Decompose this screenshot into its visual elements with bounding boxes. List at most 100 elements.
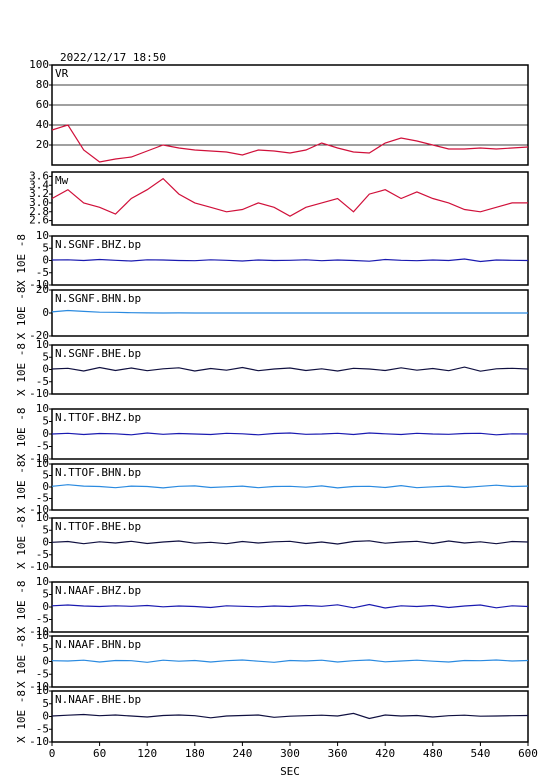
- x-tick-label: 600: [518, 747, 538, 760]
- series-line: [51, 432, 529, 436]
- y-tick-label: 10: [36, 575, 49, 588]
- x-axis-label: SEC: [280, 765, 300, 778]
- y-tick-label: 5: [42, 523, 49, 536]
- y-tick-label: -5: [36, 548, 49, 561]
- series-label: N.TTOF.BHN.bp: [55, 466, 141, 479]
- y-axis-label: X 10E -8: [15, 343, 28, 396]
- y-tick-label: 5: [42, 588, 49, 601]
- y-axis-label: X 10E -8: [15, 234, 28, 287]
- y-tick-label: 3.6: [29, 169, 49, 182]
- y-tick-label: -10: [29, 680, 49, 693]
- y-tick-label: 10: [36, 402, 49, 415]
- series-label: N.SGNF.BHZ.bp: [55, 238, 141, 251]
- y-tick-label: -10: [29, 625, 49, 638]
- x-tick-label: 420: [375, 747, 395, 760]
- y-tick-label: 0: [42, 306, 49, 319]
- series-label: N.SGNF.BHN.bp: [55, 292, 141, 305]
- y-axis-label: X 10E -8: [15, 635, 28, 688]
- x-tick-label: 540: [470, 747, 490, 760]
- series-label: N.NAAF.BHN.bp: [55, 638, 141, 651]
- series-line: [51, 177, 528, 217]
- x-tick-label: 480: [423, 747, 443, 760]
- series-line: [51, 366, 529, 372]
- y-tick-label: 10: [36, 684, 49, 697]
- y-tick-label: 10: [36, 629, 49, 642]
- panel-frame: [51, 171, 529, 226]
- y-tick-label: -5: [36, 667, 49, 680]
- y-tick-label: -10: [29, 503, 49, 516]
- series-line: [51, 484, 529, 489]
- y-tick-label: 10: [36, 338, 49, 351]
- y-tick-label: 0: [42, 427, 49, 440]
- y-axis-label: X 10E -8: [15, 408, 28, 461]
- y-tick-label: 10: [36, 511, 49, 524]
- series-line: [51, 603, 529, 609]
- series-line: [51, 659, 529, 663]
- series-line: [51, 712, 529, 720]
- y-tick-label: 10: [36, 457, 49, 470]
- y-tick-label: 5: [42, 469, 49, 482]
- y-axis-label: X 10E -8: [15, 287, 28, 340]
- y-tick-label: -10: [29, 560, 49, 573]
- y-axis-label: X 10E -8: [15, 516, 28, 569]
- y-tick-label: -5: [36, 613, 49, 626]
- x-tick-label: 60: [93, 747, 106, 760]
- y-tick-label: -20: [29, 329, 49, 342]
- y-tick-label: 0: [42, 710, 49, 723]
- y-tick-label: -10: [29, 735, 49, 748]
- x-tick-label: 0: [49, 747, 56, 760]
- y-axis-label: X 10E -8: [15, 581, 28, 634]
- y-axis-label: X 10E -8: [15, 690, 28, 743]
- panel-frame: [51, 64, 529, 166]
- series-line: [51, 124, 529, 163]
- y-tick-label: 20: [36, 283, 49, 296]
- y-tick-label: 5: [42, 241, 49, 254]
- series-label: N.NAAF.BHZ.bp: [55, 584, 141, 597]
- series-line: [51, 309, 528, 314]
- y-tick-label: 40: [36, 118, 49, 131]
- y-tick-label: 0: [42, 536, 49, 549]
- y-tick-label: 5: [42, 415, 49, 428]
- y-tick-label: 2.8: [29, 205, 49, 218]
- y-tick-label: 80: [36, 78, 49, 91]
- series-label: VR: [55, 67, 69, 80]
- y-tick-label: -10: [29, 452, 49, 465]
- series-line: [51, 540, 529, 545]
- x-tick-label: 360: [328, 747, 348, 760]
- series-label: Mw: [55, 174, 69, 187]
- y-tick-label: 3.4: [29, 178, 49, 191]
- y-tick-label: 2.6: [29, 214, 49, 227]
- y-tick-label: 3.0: [29, 196, 49, 209]
- y-tick-label: -5: [36, 375, 49, 388]
- y-tick-label: 20: [36, 138, 49, 151]
- y-tick-label: -10: [29, 387, 49, 400]
- series-label: N.TTOF.BHE.bp: [55, 520, 141, 533]
- y-tick-label: 0: [42, 480, 49, 493]
- y-tick-label: 0: [42, 655, 49, 668]
- y-tick-label: 5: [42, 350, 49, 363]
- y-tick-label: -5: [36, 492, 49, 505]
- y-tick-label: 0: [42, 254, 49, 267]
- y-axis-label: X 10E -8: [15, 461, 28, 514]
- y-tick-label: 5: [42, 697, 49, 710]
- y-tick-label: 100: [29, 58, 49, 71]
- y-tick-label: -5: [36, 722, 49, 735]
- series-label: N.NAAF.BHE.bp: [55, 693, 141, 706]
- x-tick-label: 240: [232, 747, 252, 760]
- y-tick-label: 0: [42, 600, 49, 613]
- series-label: N.TTOF.BHZ.bp: [55, 411, 141, 424]
- y-tick-label: 0: [42, 363, 49, 376]
- series-line: [51, 258, 529, 263]
- y-tick-label: 60: [36, 98, 49, 111]
- y-tick-label: -10: [29, 278, 49, 291]
- series-label: N.SGNF.BHE.bp: [55, 347, 141, 360]
- y-tick-label: -5: [36, 266, 49, 279]
- x-tick-label: 120: [137, 747, 157, 760]
- y-tick-label: -5: [36, 440, 49, 453]
- x-tick-label: 180: [185, 747, 205, 760]
- chart-title: 2022/12/17 18:50: [60, 51, 166, 64]
- y-tick-label: 3.2: [29, 187, 49, 200]
- y-tick-label: 10: [36, 229, 49, 242]
